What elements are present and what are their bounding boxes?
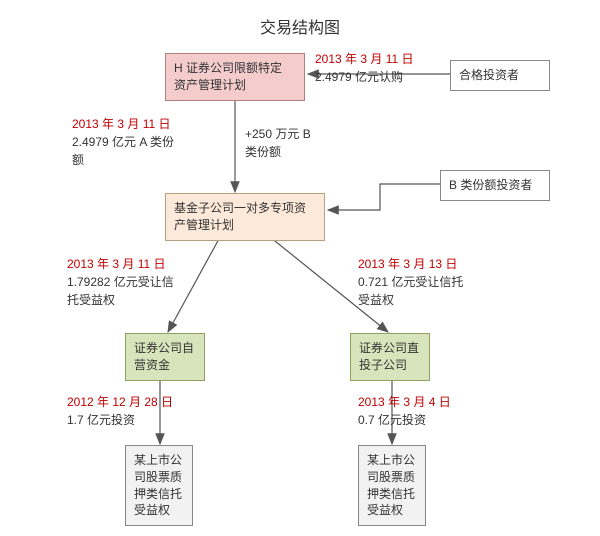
label-l5-text: 0.721 亿元受让信托 受益权	[358, 275, 463, 307]
node-n4: B 类份额投资者	[440, 170, 550, 201]
node-n5: 证券公司自 营资金	[125, 333, 205, 381]
label-l7-text: 0.7 亿元投资	[358, 413, 426, 427]
arrow-n3-n5	[168, 237, 220, 332]
label-l1-text: 2.4979 亿元认购	[315, 70, 403, 84]
label-l6: 2012 年 12 月 28 日 1.7 亿元投资	[67, 393, 173, 429]
arrow-n4-n3	[328, 184, 440, 210]
label-l2-date: 2013 年 3 月 11 日	[72, 117, 171, 131]
label-l7: 2013 年 3 月 4 日 0.7 亿元投资	[358, 393, 451, 429]
label-l5-date: 2013 年 3 月 13 日	[358, 257, 457, 271]
node-n1: H 证券公司限额特定 资产管理计划	[165, 53, 305, 101]
node-n2: 合格投资者	[450, 60, 550, 91]
label-l4-text: 1.79282 亿元受让信 托受益权	[67, 275, 174, 307]
label-l1: 2013 年 3 月 11 日 2.4979 亿元认购	[315, 50, 414, 86]
diagram-canvas: 交易结构图 H 证券公司限额特定 资产管理计划 合格投资者基金子公司一对多专项资 …	[0, 0, 600, 536]
label-l6-text: 1.7 亿元投资	[67, 413, 135, 427]
label-l2: 2013 年 3 月 11 日 2.4979 亿元 A 类份 额	[72, 115, 174, 169]
label-l1-date: 2013 年 3 月 11 日	[315, 52, 414, 66]
label-l4: 2013 年 3 月 11 日 1.79282 亿元受让信 托受益权	[67, 255, 174, 309]
label-l5: 2013 年 3 月 13 日 0.721 亿元受让信托 受益权	[358, 255, 463, 309]
diagram-title: 交易结构图	[0, 14, 600, 38]
label-l2-text: 2.4979 亿元 A 类份 额	[72, 135, 174, 167]
label-l4-date: 2013 年 3 月 11 日	[67, 257, 166, 271]
node-n7: 某上市公 司股票质 押类信托 受益权	[125, 445, 193, 526]
label-l3-text: +250 万元 B 类份额	[245, 127, 311, 159]
node-n6: 证券公司直 投子公司	[350, 333, 430, 381]
node-n8: 某上市公 司股票质 押类信托 受益权	[358, 445, 426, 526]
node-n3: 基金子公司一对多专项资 产管理计划	[165, 193, 325, 241]
label-l3: +250 万元 B 类份额	[245, 125, 311, 161]
label-l6-date: 2012 年 12 月 28 日	[67, 395, 173, 409]
label-l7-date: 2013 年 3 月 4 日	[358, 395, 451, 409]
